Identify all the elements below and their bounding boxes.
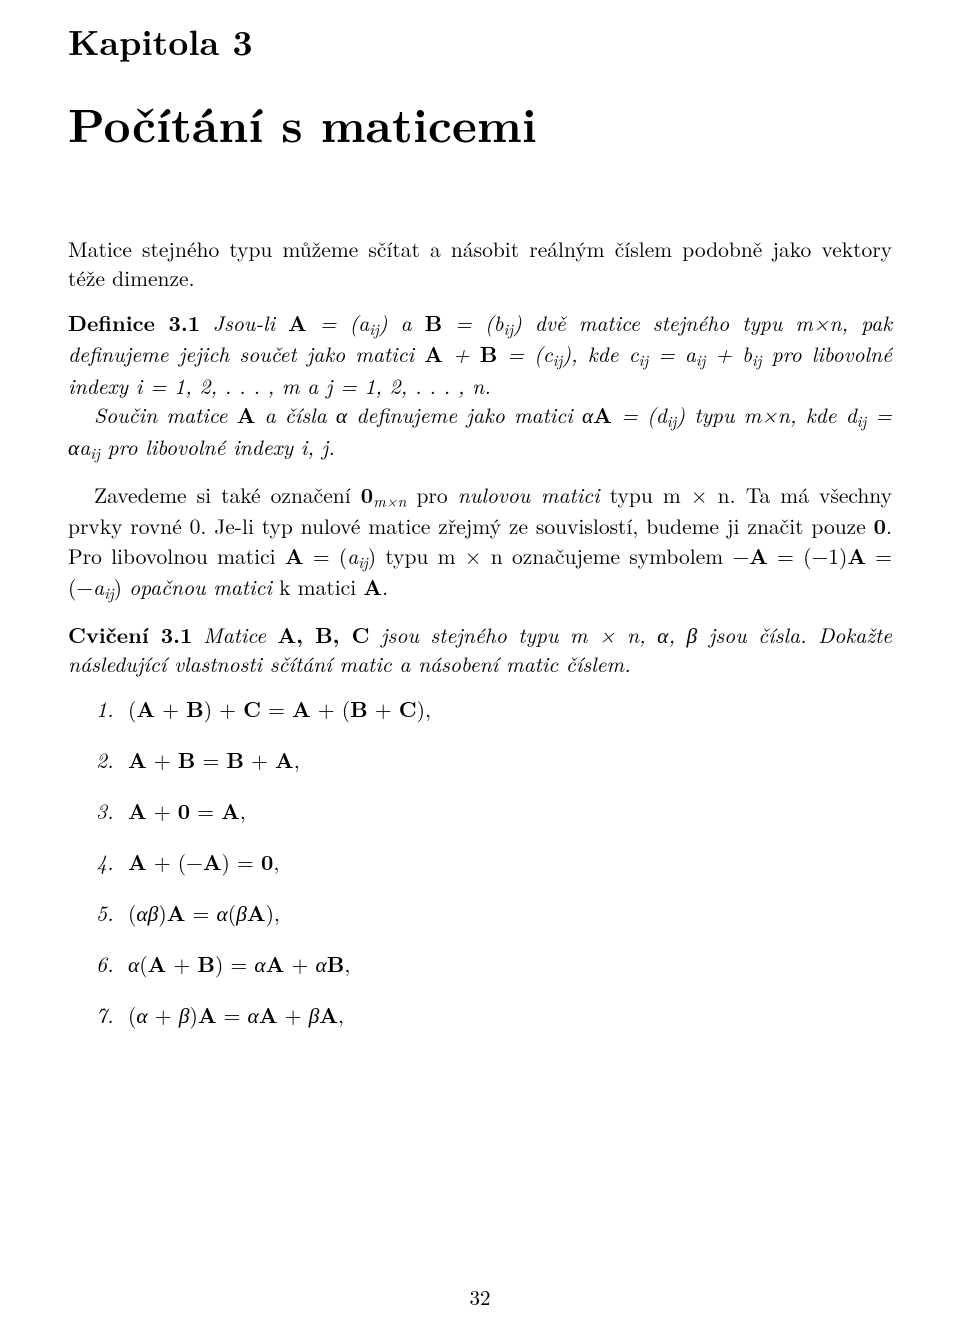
item-number: 6.	[96, 950, 128, 979]
item-number: 4.	[96, 848, 128, 877]
item-number: 5.	[96, 899, 128, 928]
exercise-list: 1. (A + B) + C = A + (B + C), 2. A + B =…	[68, 695, 892, 1030]
definition-text-2: Součin matice A a čísla α definujeme jak…	[68, 400, 892, 462]
definition-heading: Definice 3.1	[68, 308, 200, 338]
item-formula: (α + β)A = αA + βA,	[128, 1001, 892, 1030]
list-item: 1. (A + B) + C = A + (B + C),	[96, 695, 892, 724]
definition-paragraph-1: Definice 3.1 Jsou-li A = (aij) a B = (bi…	[68, 309, 892, 402]
list-item: 4. A + (−A) = 0,	[96, 848, 892, 877]
list-item: 3. A + 0 = A,	[96, 797, 892, 826]
item-number: 2.	[96, 746, 128, 775]
intro-paragraph: Matice stejného typu můžeme sčítat a nás…	[68, 235, 892, 293]
list-item: 5. (αβ)A = α(βA),	[96, 899, 892, 928]
item-number: 7.	[96, 1001, 128, 1030]
item-formula: (A + B) + C = A + (B + C),	[128, 695, 892, 724]
list-item: 7. (α + β)A = αA + βA,	[96, 1001, 892, 1030]
item-formula: A + B = B + A,	[128, 746, 892, 775]
chapter-label: Kapitola 3	[68, 18, 892, 65]
item-formula: α(A + B) = αA + αB,	[128, 950, 892, 979]
page-number: 32	[0, 1283, 960, 1311]
item-number: 3.	[96, 797, 128, 826]
chapter-title: Počítání s maticemi	[68, 91, 892, 154]
zero-matrix-paragraph: Zavedeme si také označení 0m×n pro nulov…	[68, 481, 892, 605]
list-item: 2. A + B = B + A,	[96, 746, 892, 775]
item-formula: A + (−A) = 0,	[128, 848, 892, 877]
list-item: 6. α(A + B) = αA + αB,	[96, 950, 892, 979]
item-formula: A + 0 = A,	[128, 797, 892, 826]
exercise-heading: Cvičení 3.1	[68, 620, 192, 650]
item-number: 1.	[96, 695, 128, 724]
exercise-lead-text: Matice A, B, C jsou stejného typu m × n,…	[68, 620, 892, 679]
exercise-lead: Cvičení 3.1 Matice A, B, C jsou stejného…	[68, 621, 892, 679]
definition-paragraph-2: Součin matice A a čísla α definujeme jak…	[68, 401, 892, 465]
item-formula: (αβ)A = α(βA),	[128, 899, 892, 928]
